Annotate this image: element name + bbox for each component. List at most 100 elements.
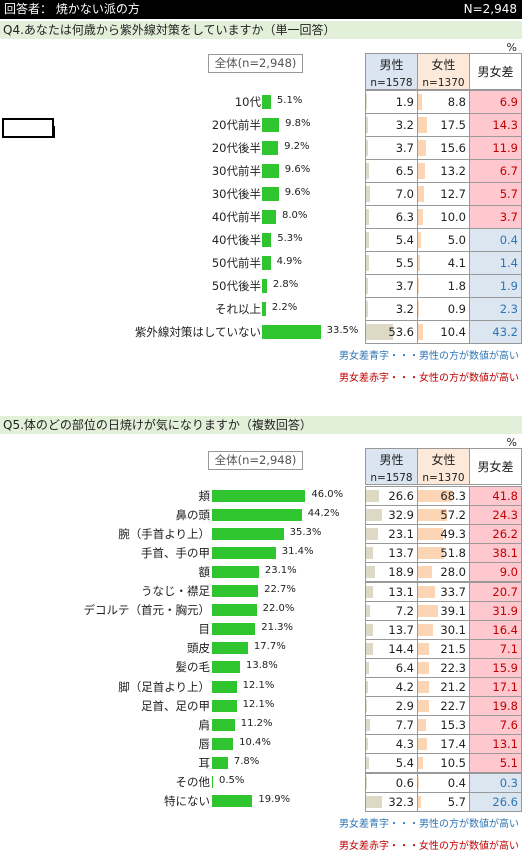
diff-header: 男女差: [469, 53, 522, 90]
bar: [212, 795, 252, 807]
bar: [212, 547, 276, 559]
male-n-label: n=1578: [366, 472, 417, 484]
male-cell: 7.2: [365, 601, 418, 621]
female-cell: 17.4: [417, 734, 470, 754]
female-cell: 22.3: [417, 658, 470, 678]
female-value: 49.3: [440, 527, 466, 541]
male-value: 13.7: [388, 546, 414, 560]
diff-value: 19.8: [492, 699, 518, 713]
male-cell: 13.7: [365, 543, 418, 563]
female-value: 0.9: [448, 302, 466, 316]
diff-cell: 41.8: [469, 486, 522, 506]
male-value: 7.2: [396, 604, 414, 618]
male-cell: 4.3: [365, 734, 418, 754]
sample-size: N=2,948: [464, 0, 517, 19]
bar: [262, 95, 271, 109]
diff-cell: 0.4: [469, 228, 522, 252]
legend-red: 男女差赤字・・・女性の方が数値が高い: [339, 369, 519, 384]
male-fill: [366, 566, 375, 578]
diff-cell: 38.1: [469, 543, 522, 563]
value-label: 0.5%: [219, 775, 244, 786]
diff-cell: 1.4: [469, 251, 522, 275]
male-value: 4.3: [396, 737, 414, 751]
male-fill: [366, 700, 367, 712]
female-value: 21.5: [440, 642, 466, 656]
female-fill: [418, 528, 443, 540]
male-cell: 13.1: [365, 582, 418, 602]
diff-cell: 0.3: [469, 773, 522, 793]
category-label: 20代後半: [212, 140, 261, 156]
category-label: その他: [176, 774, 211, 790]
female-cell: 15.6: [417, 136, 470, 160]
value-label: 7.8%: [234, 756, 259, 767]
bar: [212, 490, 305, 502]
diff-cell: 19.8: [469, 696, 522, 716]
male-header-label: 男性: [366, 56, 417, 73]
value-label: 9.8%: [285, 118, 310, 129]
category-label: 頬: [199, 488, 211, 504]
bar: [262, 256, 271, 270]
female-fill: [418, 643, 429, 655]
male-cell: 32.3: [365, 792, 418, 812]
category-label: 50代後半: [212, 278, 261, 294]
female-cell: 0.4: [417, 773, 470, 793]
bar: [262, 118, 279, 132]
male-cell: 4.2: [365, 677, 418, 697]
value-label: 13.8%: [246, 660, 278, 671]
category-label: 肩: [199, 717, 211, 733]
female-fill: [418, 681, 429, 693]
bar: [212, 604, 257, 616]
total-label: 全体(n=2,948): [208, 451, 303, 470]
value-label: 5.1%: [277, 95, 302, 106]
value-label: 22.7%: [264, 584, 296, 595]
diff-cell: 15.9: [469, 658, 522, 678]
male-cell: 5.4: [365, 228, 418, 252]
value-label: 46.0%: [311, 489, 343, 500]
female-cell: 68.3: [417, 486, 470, 506]
diff-value: 7.1: [500, 642, 518, 656]
female-cell: 13.2: [417, 159, 470, 183]
female-cell: 28.0: [417, 562, 470, 582]
diff-cell: 5.7: [469, 182, 522, 206]
female-value: 68.3: [440, 489, 466, 503]
diff-value: 41.8: [492, 489, 518, 503]
category-label: デコルテ（首元・胸元）: [84, 602, 211, 618]
diff-value: 11.9: [492, 141, 518, 155]
female-fill: [418, 94, 422, 110]
male-fill: [366, 490, 379, 502]
female-cell: 39.1: [417, 601, 470, 621]
bar: [262, 210, 276, 224]
legend-blue: 男女差青字・・・男性の方が数値が高い: [339, 815, 519, 830]
male-value: 32.9: [388, 508, 414, 522]
diff-cell: 3.7: [469, 205, 522, 229]
male-cell: 0.6: [365, 773, 418, 793]
value-label: 19.9%: [258, 794, 290, 805]
bar: [212, 528, 284, 540]
diff-cell: 7.6: [469, 715, 522, 735]
female-fill: [418, 719, 426, 731]
category-label: 髪の毛: [176, 659, 211, 675]
female-cell: 12.7: [417, 182, 470, 206]
male-fill: [366, 117, 368, 133]
category-label: 頭皮: [187, 640, 210, 656]
female-value: 22.3: [440, 661, 466, 675]
male-cell: 3.7: [365, 136, 418, 160]
diff-cell: 5.1: [469, 753, 522, 773]
female-cell: 5.0: [417, 228, 470, 252]
diff-value: 7.6: [500, 718, 518, 732]
category-label: 唇: [199, 736, 211, 752]
diff-value: 0.3: [500, 776, 518, 790]
category-label: 足首、足の甲: [141, 698, 210, 714]
category-label: 耳: [199, 755, 211, 771]
value-label: 11.2%: [241, 718, 273, 729]
bar: [212, 566, 259, 578]
male-value: 5.5: [396, 256, 414, 270]
female-n-label: n=1370: [418, 472, 469, 484]
legend-red: 男女差赤字・・・女性の方が数値が高い: [339, 837, 519, 852]
male-fill: [366, 301, 368, 317]
female-fill: [418, 738, 427, 750]
female-cell: 21.2: [417, 677, 470, 697]
bar: [262, 302, 266, 316]
male-value: 32.3: [388, 795, 414, 809]
